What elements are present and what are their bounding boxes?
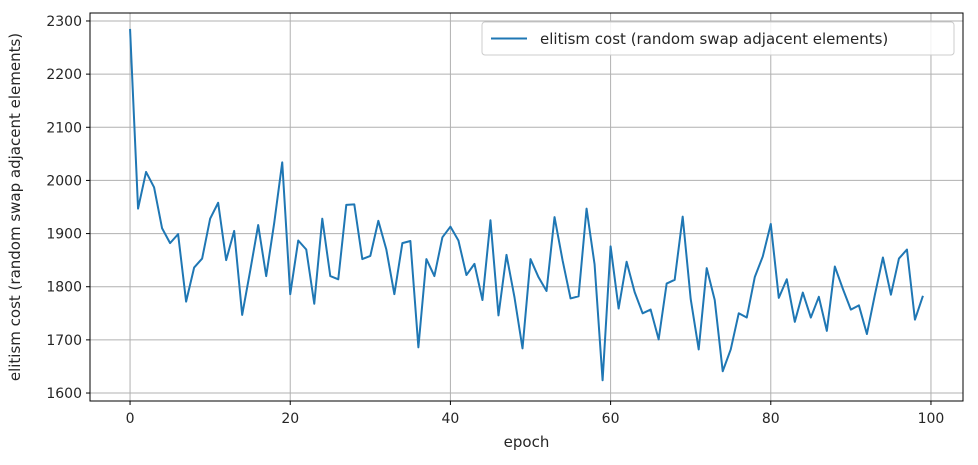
x-tick-label: 80 (762, 411, 780, 427)
y-tick-label: 2000 (46, 173, 82, 189)
y-tick-label: 2300 (46, 14, 82, 30)
x-tick-label: 20 (281, 411, 299, 427)
x-axis: 0 20 40 60 80 100 (126, 401, 945, 427)
x-tick-label: 0 (126, 411, 135, 427)
series-line (129, 28, 924, 382)
y-tick-label: 1600 (46, 386, 82, 402)
x-tick-label: 40 (441, 411, 459, 427)
legend: elitism cost (random swap adjacent eleme… (481, 21, 955, 56)
y-axis: 1600 1700 1800 1900 2000 2100 2200 2300 (46, 14, 90, 402)
y-tick-label: 2100 (46, 120, 82, 136)
x-tick-label: 60 (602, 411, 620, 427)
y-tick-label: 1800 (46, 280, 82, 296)
y-tick-label: 2200 (46, 67, 82, 83)
x-axis-label: epoch (504, 433, 550, 451)
legend-box (481, 21, 955, 56)
y-axis-label: elitism cost (random swap adjacent eleme… (6, 33, 24, 381)
y-tick-label: 1900 (46, 227, 82, 243)
plot-frame (89, 12, 964, 402)
legend-label: elitism cost (random swap adjacent eleme… (540, 30, 888, 48)
x-tick-label: 100 (918, 411, 945, 427)
y-tick-label: 1700 (46, 333, 82, 349)
grid (90, 13, 963, 401)
series-layer (129, 28, 924, 382)
